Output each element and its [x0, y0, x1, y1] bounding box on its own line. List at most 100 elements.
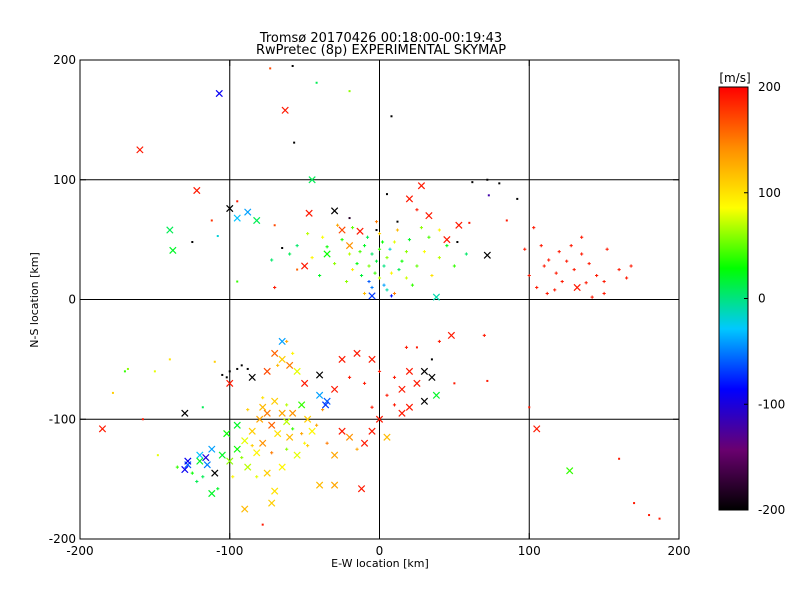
- data-point: [498, 182, 501, 185]
- data-point: [533, 425, 541, 433]
- data-point: [226, 204, 234, 213]
- data-point: [398, 385, 406, 393]
- data-point: [554, 271, 558, 275]
- data-point: [482, 333, 486, 338]
- marker-cross: [244, 463, 252, 471]
- data-point: [430, 273, 434, 278]
- data-point: [602, 279, 606, 284]
- marker-plus: [347, 375, 352, 379]
- data-point: [658, 517, 661, 520]
- marker-cross: [202, 453, 210, 462]
- data-point: [236, 367, 239, 370]
- data-point: [362, 244, 367, 248]
- data-point: [348, 217, 351, 220]
- marker-plus: [380, 240, 385, 244]
- data-point: [385, 255, 389, 260]
- data-point: [557, 250, 561, 254]
- data-point: [248, 373, 256, 381]
- marker-dot: [385, 193, 388, 196]
- data-point: [233, 445, 241, 453]
- marker-cross: [208, 489, 216, 498]
- data-point: [390, 115, 393, 118]
- data-point: [332, 261, 337, 266]
- data-point: [320, 408, 325, 412]
- marker-cross: [447, 331, 456, 340]
- data-point: [315, 391, 324, 399]
- data-point: [271, 487, 279, 495]
- marker-cross: [308, 427, 316, 435]
- data-point: [315, 81, 318, 84]
- marker-cross: [383, 433, 391, 441]
- marker-plus: [580, 252, 584, 256]
- data-point: [452, 264, 456, 268]
- marker-cross: [323, 250, 331, 258]
- marker-cross: [271, 487, 279, 495]
- data-point: [437, 228, 441, 232]
- marker-plus: [344, 279, 349, 284]
- data-point: [547, 258, 551, 262]
- marker-cross: [98, 425, 107, 433]
- marker-plus: [370, 405, 374, 409]
- data-point: [98, 425, 107, 433]
- marker-cross: [375, 415, 384, 423]
- marker-plus: [397, 267, 401, 272]
- marker-plus: [445, 244, 449, 248]
- marker-plus: [359, 273, 364, 278]
- marker-dot: [415, 346, 418, 349]
- marker-cross: [268, 499, 276, 507]
- data-point: [389, 294, 394, 298]
- data-point: [274, 429, 282, 438]
- data-point: [315, 371, 324, 379]
- marker-cross: [305, 209, 313, 217]
- y-tick-label: 200: [53, 53, 76, 67]
- marker-cross: [483, 251, 491, 259]
- data-point: [338, 427, 346, 435]
- data-point: [413, 379, 421, 387]
- marker-dot: [516, 197, 519, 200]
- marker-plus: [195, 479, 199, 484]
- marker-plus: [377, 232, 382, 236]
- data-point: [420, 367, 429, 375]
- marker-plus: [306, 443, 310, 448]
- data-point: [377, 232, 382, 236]
- marker-cross: [271, 397, 279, 405]
- marker-plus: [216, 487, 220, 491]
- marker-plus: [392, 291, 397, 296]
- data-point: [385, 393, 389, 397]
- marker-plus: [370, 285, 374, 290]
- data-point: [293, 451, 301, 459]
- data-point: [432, 391, 441, 399]
- marker-dot: [126, 367, 129, 370]
- marker-plus: [362, 291, 367, 296]
- marker-plus: [255, 475, 259, 479]
- data-point: [347, 375, 352, 379]
- data-point: [136, 146, 144, 154]
- marker-cross: [413, 379, 421, 387]
- data-point: [293, 141, 296, 144]
- marker-cross: [184, 457, 192, 465]
- data-point: [278, 463, 286, 471]
- data-point: [358, 250, 362, 254]
- marker-plus: [350, 226, 355, 230]
- data-point: [584, 281, 588, 285]
- marker-cross: [263, 367, 271, 375]
- data-point: [368, 292, 376, 300]
- data-point: [285, 447, 289, 451]
- marker-plus: [370, 252, 374, 256]
- marker-plus: [392, 403, 397, 407]
- data-point: [397, 267, 401, 272]
- marker-plus: [404, 276, 409, 280]
- data-point: [617, 267, 621, 272]
- marker-plus: [404, 250, 409, 254]
- data-point: [347, 252, 352, 256]
- data-point: [367, 279, 371, 284]
- marker-plus: [560, 279, 564, 284]
- data-point: [291, 64, 294, 67]
- marker-dot: [487, 194, 490, 197]
- data-point: [248, 427, 256, 435]
- marker-dot: [141, 418, 144, 421]
- marker-plus: [389, 271, 394, 275]
- data-point: [236, 280, 239, 283]
- data-point: [350, 267, 355, 272]
- marker-plus: [624, 276, 629, 280]
